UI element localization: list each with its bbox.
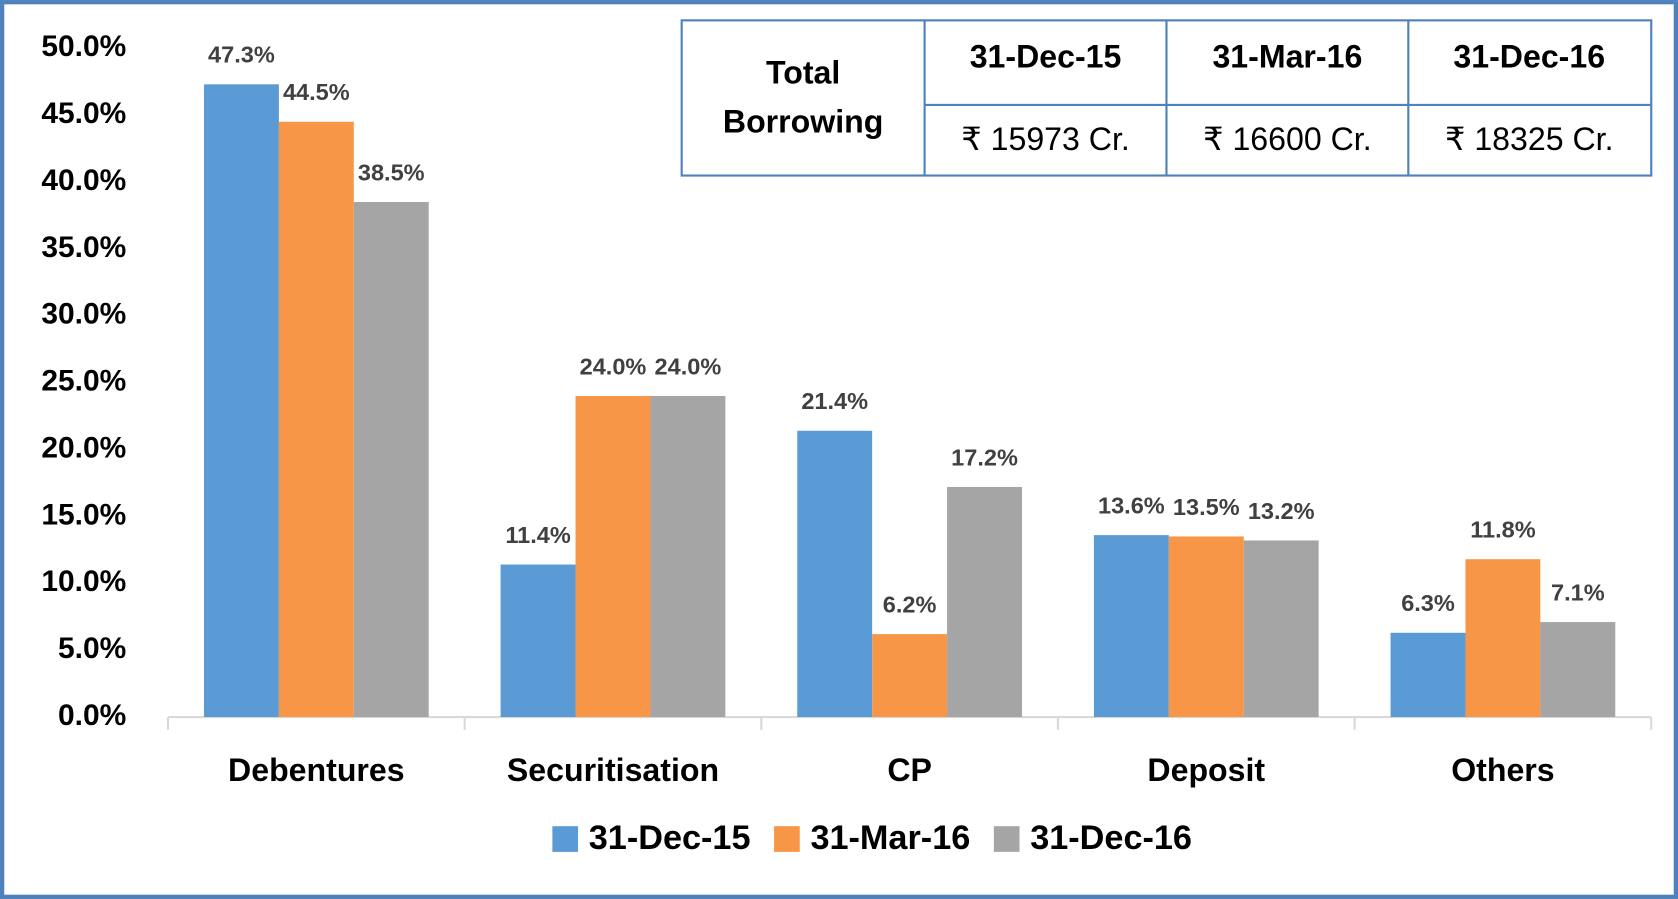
y-tick-label: 15.0% xyxy=(41,498,126,531)
y-tick-label: 30.0% xyxy=(41,298,126,331)
bar xyxy=(797,430,873,718)
bar xyxy=(203,84,279,718)
bar xyxy=(353,202,429,718)
legend-label: 31-Dec-16 xyxy=(1030,819,1192,857)
value-label: 6.2% xyxy=(883,591,937,617)
bar xyxy=(500,564,576,718)
value-label: 11.4% xyxy=(505,522,570,548)
y-tick-label: 25.0% xyxy=(41,365,126,398)
column-header: 31-Dec-15 xyxy=(970,38,1122,74)
y-tick-label: 20.0% xyxy=(41,431,126,464)
column-header: 31-Dec-16 xyxy=(1453,38,1605,74)
row-header-box: Total Borrowing xyxy=(722,55,884,140)
bar xyxy=(1390,632,1466,718)
value-label: 24.0% xyxy=(580,353,647,379)
x-tick-label: Deposit xyxy=(1147,752,1265,788)
y-tick-label: 5.0% xyxy=(58,632,126,665)
column-header: 31-Mar-16 xyxy=(1212,38,1362,74)
bar xyxy=(1540,622,1616,718)
value-label: 11.8% xyxy=(1470,517,1535,543)
x-tick-label: Others xyxy=(1451,752,1554,788)
y-tick-label: 0.0% xyxy=(58,699,126,732)
value-label: 13.6% xyxy=(1098,493,1165,519)
table-value: ₹ 16600 Cr. xyxy=(1203,121,1372,157)
row-header: Total Borrowing xyxy=(722,55,884,140)
y-tick-label: 10.0% xyxy=(41,565,126,598)
x-tick-label: CP xyxy=(887,752,932,788)
bar xyxy=(872,634,948,718)
legend-label: 31-Mar-16 xyxy=(810,819,970,857)
bar xyxy=(1168,536,1244,718)
legend-swatch xyxy=(774,826,800,852)
legend-swatch xyxy=(552,826,579,852)
table-value: ₹ 18325 Cr. xyxy=(1445,121,1614,157)
legend-label: 31-Dec-15 xyxy=(589,819,751,857)
y-tick-label: 35.0% xyxy=(41,231,126,264)
y-tick-label: 40.0% xyxy=(41,164,126,197)
bar xyxy=(1243,540,1319,718)
bar xyxy=(650,395,726,718)
legend: 31-Dec-15 31-Mar-16 31-Dec-16 xyxy=(552,819,1192,857)
value-label: 7.1% xyxy=(1551,579,1605,605)
y-tick-label: 50.0% xyxy=(41,30,126,63)
value-label: 17.2% xyxy=(951,444,1018,470)
legend-swatch xyxy=(993,826,1020,852)
value-label: 47.3% xyxy=(208,42,275,68)
bar xyxy=(1093,535,1169,718)
bar xyxy=(278,121,354,718)
value-label: 13.2% xyxy=(1248,498,1315,524)
value-label: 6.3% xyxy=(1401,590,1455,616)
x-tick-label: Debentures xyxy=(228,752,405,788)
value-label: 44.5% xyxy=(283,79,350,105)
value-label: 13.5% xyxy=(1173,494,1240,520)
bar xyxy=(947,486,1022,718)
borrowing-table: Total Borrowing 31-Dec-15 31-Mar-16 31-D… xyxy=(680,19,1653,177)
value-label: 38.5% xyxy=(358,159,425,185)
bar xyxy=(575,395,651,718)
bar xyxy=(1465,559,1541,718)
y-tick-label: 45.0% xyxy=(41,97,126,130)
x-tick-label: Securitisation xyxy=(507,752,719,788)
value-label: 21.4% xyxy=(801,388,868,414)
table-value: ₹ 15973 Cr. xyxy=(961,121,1130,157)
value-label: 24.0% xyxy=(655,353,722,379)
